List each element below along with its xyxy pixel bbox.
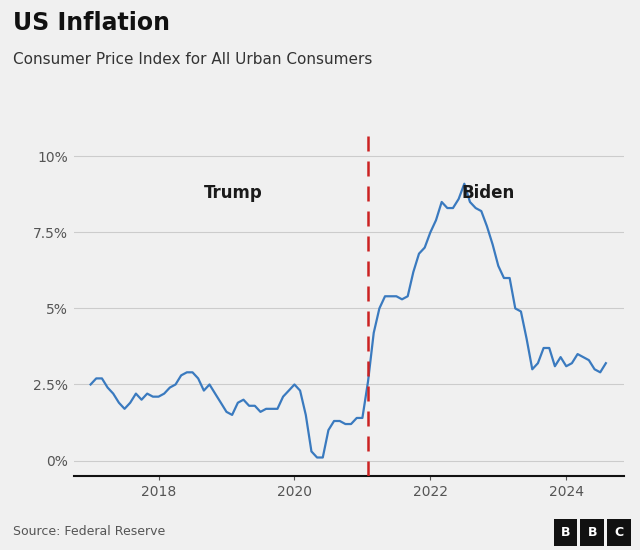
Text: Source: Federal Reserve: Source: Federal Reserve: [13, 525, 165, 538]
Text: Trump: Trump: [204, 184, 262, 202]
Text: C: C: [614, 526, 624, 539]
Text: Consumer Price Index for All Urban Consumers: Consumer Price Index for All Urban Consu…: [13, 52, 372, 67]
Text: Biden: Biden: [461, 184, 515, 202]
Text: B: B: [561, 526, 570, 539]
Text: B: B: [588, 526, 597, 539]
Text: US Inflation: US Inflation: [13, 11, 170, 35]
